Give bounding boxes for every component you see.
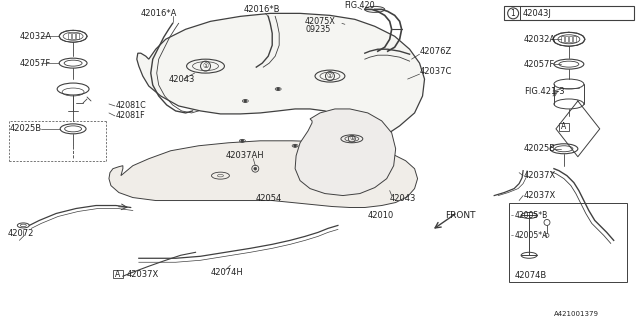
Text: 42043J: 42043J: [523, 9, 552, 18]
Text: 42005*A: 42005*A: [514, 231, 547, 240]
Bar: [573, 36, 577, 42]
Text: 42043: 42043: [390, 194, 416, 203]
Text: 42057F: 42057F: [19, 59, 51, 68]
Text: ①: ①: [202, 63, 209, 69]
Polygon shape: [137, 13, 424, 141]
Bar: [570, 36, 572, 42]
Text: ①: ①: [349, 136, 355, 141]
Text: FRONT: FRONT: [445, 211, 476, 220]
Text: 42057F: 42057F: [524, 60, 556, 69]
Text: A: A: [115, 270, 120, 279]
Circle shape: [241, 139, 244, 142]
Bar: [509, 203, 627, 282]
Text: 42032A: 42032A: [19, 32, 51, 41]
Bar: [559, 123, 569, 131]
Circle shape: [244, 100, 247, 102]
Bar: [68, 33, 70, 39]
Circle shape: [254, 167, 257, 170]
Text: FIG.420: FIG.420: [344, 1, 375, 10]
Text: 42074B: 42074B: [514, 271, 547, 280]
Text: 42037X: 42037X: [127, 270, 159, 279]
Text: FIG.421-3: FIG.421-3: [524, 86, 564, 96]
Text: 42037X: 42037X: [524, 171, 556, 180]
Bar: [504, 6, 634, 20]
Text: 42010: 42010: [368, 211, 394, 220]
Text: 42074H: 42074H: [211, 268, 243, 277]
Polygon shape: [109, 141, 417, 207]
Text: 1: 1: [510, 9, 515, 18]
Text: 42081C: 42081C: [116, 101, 147, 110]
Text: 42016*A: 42016*A: [141, 9, 177, 18]
Text: 42075X: 42075X: [305, 17, 336, 26]
Text: 42032A: 42032A: [524, 35, 556, 44]
Bar: [72, 33, 75, 39]
Text: A421001379: A421001379: [554, 311, 599, 317]
Polygon shape: [295, 109, 396, 196]
Circle shape: [276, 88, 280, 91]
Text: 42016*B: 42016*B: [244, 5, 280, 14]
Text: ①: ①: [327, 73, 333, 79]
Bar: [113, 270, 123, 278]
Circle shape: [294, 144, 296, 147]
Text: 42005*B: 42005*B: [514, 211, 547, 220]
Text: 42037C: 42037C: [420, 67, 452, 76]
Bar: [565, 36, 568, 42]
Text: 09235: 09235: [305, 25, 330, 34]
Bar: [76, 33, 79, 39]
Text: 42054: 42054: [255, 194, 282, 203]
Text: 42025B: 42025B: [524, 144, 556, 153]
Text: 42037X: 42037X: [524, 191, 556, 200]
Bar: [561, 36, 564, 42]
Text: 42081F: 42081F: [116, 111, 145, 120]
Text: A: A: [561, 122, 566, 132]
Text: 42037AH: 42037AH: [225, 151, 264, 160]
Text: 42076Z: 42076Z: [420, 47, 452, 56]
Text: 42072: 42072: [8, 229, 34, 238]
Text: 42025B: 42025B: [10, 124, 42, 133]
Text: 42043: 42043: [169, 75, 195, 84]
